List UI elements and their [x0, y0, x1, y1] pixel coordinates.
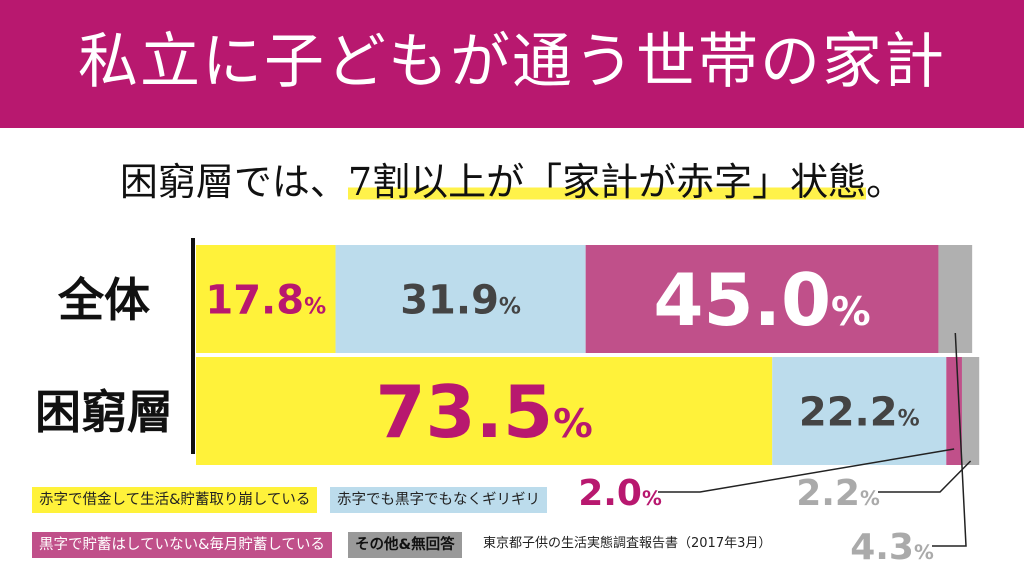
- data-label: 73.5%: [375, 370, 592, 454]
- callout-line: [658, 448, 955, 493]
- subtitle-end: 。: [866, 160, 905, 204]
- legend-deficit: 赤字で借金して生活&貯蓄取り崩している: [32, 487, 318, 513]
- legend-other: その他&無回答: [348, 532, 462, 558]
- bar-segment: [335, 245, 586, 353]
- title-banner: 私立に子どもが通う世帯の家計: [0, 0, 1024, 128]
- category-label: 全体: [57, 273, 150, 327]
- source-note: 東京都子供の生活実態調査報告書（2017年3月）: [483, 536, 772, 551]
- subtitle-highlight: 7割以上が「家計が赤字」状態: [347, 160, 867, 204]
- bar-segment: [961, 357, 980, 465]
- bar-segment: [196, 245, 336, 353]
- data-label: 2.2%: [796, 473, 880, 514]
- subtitle-lead: 困窮層では、: [119, 160, 348, 204]
- legend-breakeven: 赤字でも黒字でもなくギリギリ: [330, 487, 547, 513]
- callout-line: [878, 460, 972, 493]
- data-label: 17.8%: [205, 277, 326, 323]
- subtitle: 困窮層では、7割以上が「家計が赤字」状態。: [0, 156, 1024, 208]
- bar-segment: [772, 357, 947, 465]
- data-label: 45.0%: [653, 258, 870, 342]
- data-label: 22.2%: [799, 389, 920, 435]
- page-title: 私立に子どもが通う世帯の家計: [78, 27, 946, 97]
- data-label: 2.0%: [578, 473, 662, 514]
- bar-segment: [196, 357, 773, 465]
- data-label: 4.3%: [850, 527, 934, 568]
- data-label: 31.9%: [400, 277, 521, 323]
- legend-surplus: 黒字で貯蓄はしていない&毎月貯蓄している: [32, 532, 332, 558]
- category-label: 困窮層: [35, 385, 173, 439]
- bar-segment: [585, 245, 939, 353]
- callout-line: [932, 332, 967, 547]
